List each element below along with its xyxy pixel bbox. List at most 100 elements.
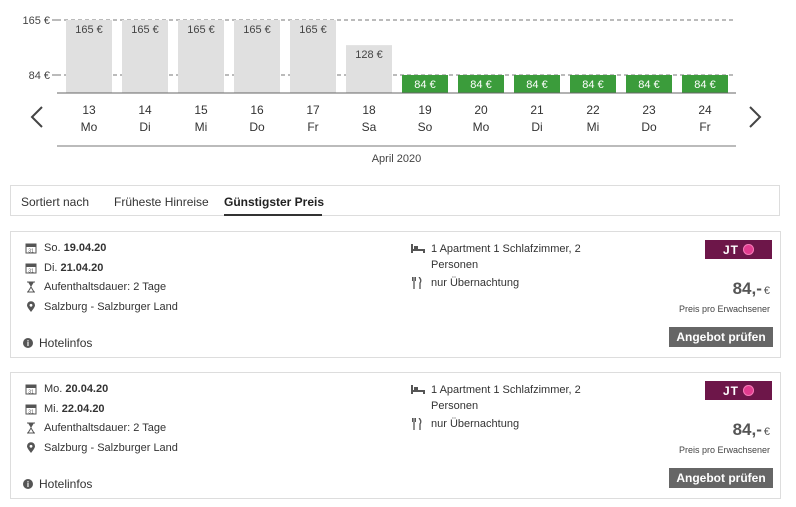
price-bar xyxy=(682,75,728,93)
y-tick-label: 165 € xyxy=(22,15,50,27)
room-description: 1 Apartment 1 Schlafzimmer, 2 Personen xyxy=(431,384,581,412)
calendar-icon: 31 xyxy=(25,262,37,274)
x-tick-day-label: 23 xyxy=(642,103,656,117)
offer-card: 31 So. 19.04.20 31 Di. 21.04.20 Aufentha… xyxy=(10,231,781,358)
svg-text:31: 31 xyxy=(28,390,34,396)
hotel-info-link[interactable]: i Hotelinfos xyxy=(23,336,92,350)
return-date: 22.04.20 xyxy=(61,403,105,415)
duration-row: Aufenthaltsdauer: 2 Tage xyxy=(25,281,166,293)
x-tick-day-label: 20 xyxy=(474,103,488,117)
price-bar xyxy=(346,45,392,93)
price-calendar-chart: 165 € 84 € 165 € 13 Mo 165 € 14 Di 165 € 15 Mi 165 … xyxy=(0,0,796,180)
price-bar xyxy=(458,75,504,93)
cutlery-icon xyxy=(411,417,423,433)
svg-text:31: 31 xyxy=(28,269,34,275)
return-date: 21.04.20 xyxy=(60,262,104,274)
x-tick-weekday-label: Mi xyxy=(587,120,600,134)
price-bar xyxy=(402,75,448,93)
sort-label: Sortiert nach xyxy=(21,195,90,209)
duration-row: Aufenthaltsdauer: 2 Tage xyxy=(25,422,166,434)
price-bar xyxy=(570,75,616,93)
x-tick-day-label: 19 xyxy=(418,103,432,117)
price-bar xyxy=(514,75,560,93)
location-pin-icon xyxy=(25,301,37,313)
location-row: Salzburg - Salzburger Land xyxy=(25,301,178,313)
bar-value-label: 128 € xyxy=(355,49,383,61)
x-tick-day-label: 15 xyxy=(194,103,208,117)
x-tick-day-label: 13 xyxy=(82,103,96,117)
bar-value-label: 165 € xyxy=(187,24,215,36)
sort-option-cheapest[interactable]: Günstigster Preis xyxy=(224,195,325,209)
sort-bar: Sortiert nach Früheste Hinreise Günstigs… xyxy=(10,185,780,216)
bar-value-label: 165 € xyxy=(243,24,271,36)
x-tick-weekday-label: Di xyxy=(139,120,150,134)
location-pin-icon xyxy=(25,442,37,454)
location-text: Salzburg - Salzburger Land xyxy=(44,442,178,454)
depart-date: 20.04.20 xyxy=(65,383,109,395)
x-axis-month-label: April 2020 xyxy=(372,153,422,165)
depart-date-row: 31 Mo. 20.04.20 xyxy=(25,383,108,395)
x-tick-weekday-label: Sa xyxy=(362,120,377,134)
bed-icon xyxy=(411,385,425,398)
sort-active-indicator xyxy=(224,214,322,216)
bar-value-label: 84 € xyxy=(694,79,715,91)
check-offer-button[interactable]: Angebot prüfen xyxy=(669,327,773,347)
price-currency: € xyxy=(763,285,770,297)
price-note: Preis pro Erwachsener xyxy=(678,304,770,314)
check-offer-button[interactable]: Angebot prüfen xyxy=(669,468,773,488)
depart-weekday: So. xyxy=(44,242,61,254)
x-tick-weekday-label: Do xyxy=(641,120,657,134)
offer-card: 31 Mo. 20.04.20 31 Mi. 22.04.20 Aufentha… xyxy=(10,372,781,499)
return-weekday: Mi. xyxy=(44,403,59,415)
sort-option-earliest[interactable]: Früheste Hinreise xyxy=(114,195,209,209)
operator-logo: JT xyxy=(705,381,772,400)
calendar-icon: 31 xyxy=(25,242,37,254)
x-tick-day-label: 22 xyxy=(586,103,600,117)
hotel-info-label: Hotelinfos xyxy=(39,336,93,350)
bar-value-label: 84 € xyxy=(470,79,491,91)
depart-date-row: 31 So. 19.04.20 xyxy=(25,242,106,254)
calendar-icon: 31 xyxy=(25,383,37,395)
bar-value-label: 165 € xyxy=(299,24,327,36)
x-tick-weekday-label: Fr xyxy=(307,120,318,134)
hourglass-icon xyxy=(25,281,37,293)
price-currency: € xyxy=(763,426,770,438)
info-icon: i xyxy=(23,338,33,348)
chart-prev-button[interactable] xyxy=(26,103,50,131)
location-row: Salzburg - Salzburger Land xyxy=(25,442,178,454)
price-bar xyxy=(178,20,224,93)
bed-icon xyxy=(411,244,425,257)
operator-logo: JT xyxy=(705,240,772,259)
bar-value-label: 165 € xyxy=(131,24,159,36)
calendar-icon: 31 xyxy=(25,403,37,415)
bar-value-label: 84 € xyxy=(638,79,659,91)
offer-price: 84,- € xyxy=(733,279,770,299)
location-text: Salzburg - Salzburger Land xyxy=(44,301,178,313)
bar-value-label: 84 € xyxy=(526,79,547,91)
bar-value-label: 84 € xyxy=(582,79,603,91)
hotel-info-link[interactable]: i Hotelinfos xyxy=(23,477,92,491)
x-tick-day-label: 17 xyxy=(306,103,320,117)
y-tick-label: 84 € xyxy=(29,70,50,82)
info-icon: i xyxy=(23,479,33,489)
price-bar xyxy=(66,20,112,93)
depart-weekday: Mo. xyxy=(44,383,63,395)
x-tick-weekday-label: Fr xyxy=(699,120,710,134)
hotel-info-label: Hotelinfos xyxy=(39,477,93,491)
x-tick-day-label: 21 xyxy=(530,103,544,117)
cutlery-icon xyxy=(411,276,423,292)
bar-value-label: 84 € xyxy=(414,79,435,91)
bar-value-label: 165 € xyxy=(75,24,103,36)
svg-text:31: 31 xyxy=(28,249,34,255)
x-tick-weekday-label: So xyxy=(418,120,433,134)
chart-next-button[interactable] xyxy=(744,103,768,131)
board-type: nur Übernachtung xyxy=(431,418,520,430)
chevron-left-icon xyxy=(30,106,43,128)
price-value: 84,- xyxy=(732,420,762,439)
x-tick-weekday-label: Di xyxy=(531,120,542,134)
x-tick-weekday-label: Do xyxy=(249,120,265,134)
x-tick-weekday-label: Mo xyxy=(81,120,98,134)
price-bar xyxy=(626,75,672,93)
return-date-row: 31 Di. 21.04.20 xyxy=(25,262,103,274)
depart-date: 19.04.20 xyxy=(63,242,107,254)
